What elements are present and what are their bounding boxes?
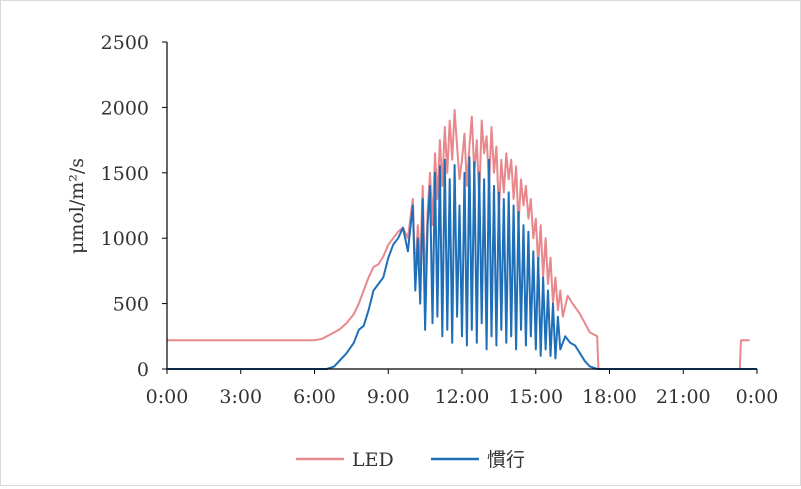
legend: LED 慣行 <box>296 449 525 471</box>
y-tick-label: 1000 <box>101 228 149 250</box>
legend-label: 慣行 <box>487 449 525 471</box>
x-tick-label: 12:00 <box>435 386 490 408</box>
x-tick-label: 0:00 <box>736 386 779 408</box>
x-tick-label: 9:00 <box>367 386 410 408</box>
y-axis-ticks: 0 500 1000 1500 2000 2500 <box>101 32 167 381</box>
x-axis-ticks: 0:00 3:00 6:00 9:00 12:00 15:00 18:00 21:00 0:00 <box>146 369 779 408</box>
x-tick-label: 6:00 <box>293 386 336 408</box>
x-tick-label: 15:00 <box>508 386 563 408</box>
y-tick-label: 2500 <box>101 32 149 54</box>
y-tick-label: 0 <box>137 359 149 381</box>
series-line-conventional <box>167 156 757 370</box>
x-tick-label: 18:00 <box>582 386 637 408</box>
legend-label: LED <box>352 449 394 471</box>
x-tick-label: 3:00 <box>219 386 262 408</box>
x-tick-label: 21:00 <box>656 386 711 408</box>
y-tick-label: 1500 <box>101 163 149 185</box>
y-tick-label: 500 <box>113 294 149 316</box>
x-tick-label: 0:00 <box>146 386 189 408</box>
y-axis-title: μmol/m²/s <box>66 158 88 254</box>
y-tick-label: 2000 <box>101 97 149 119</box>
series-lines <box>167 109 757 370</box>
